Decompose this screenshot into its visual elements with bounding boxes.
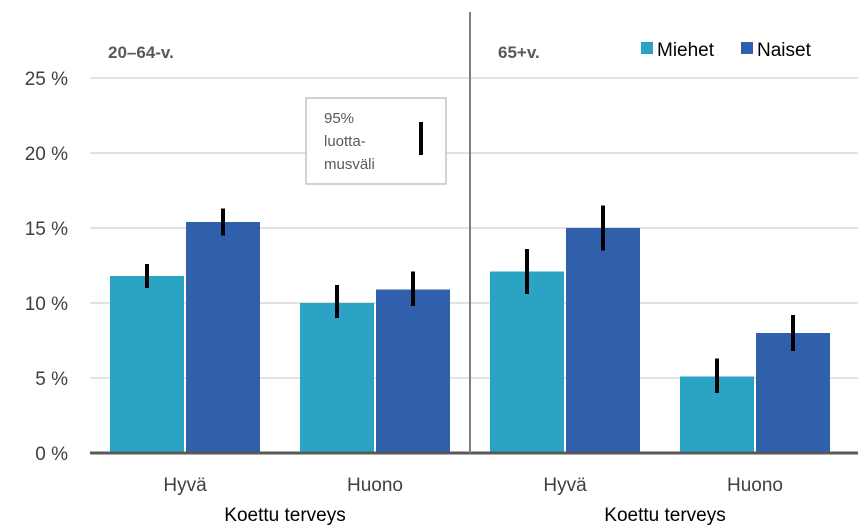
y-tick-label: 5 % bbox=[35, 369, 68, 390]
bar-naiset bbox=[376, 289, 450, 453]
legend-swatch-miehet bbox=[641, 42, 653, 54]
panel-title-right: 65+v. bbox=[498, 43, 540, 62]
x-axis-categories: Hyvä Huono Hyvä Huono bbox=[163, 475, 783, 496]
panel-title-left: 20–64-v. bbox=[108, 43, 174, 62]
legend: Miehet Naiset bbox=[641, 40, 812, 61]
ci-legend-box: 95% luotta- musväli bbox=[305, 97, 447, 185]
bar-naiset bbox=[566, 228, 640, 453]
y-axis-ticks: 0 % 5 % 10 % 15 % 20 % 25 % bbox=[25, 69, 68, 465]
y-tick-label: 25 % bbox=[25, 69, 68, 90]
y-tick-label: 20 % bbox=[25, 144, 68, 165]
x-category-label: Hyvä bbox=[163, 475, 207, 496]
bar-naiset bbox=[186, 222, 260, 453]
error-bars bbox=[145, 205, 795, 393]
y-tick-label: 15 % bbox=[25, 219, 68, 240]
bar-miehet bbox=[110, 276, 184, 453]
x-category-label: Huono bbox=[727, 475, 783, 496]
bars bbox=[110, 222, 830, 453]
x-axis-title-left: Koettu terveys bbox=[224, 505, 345, 526]
bar-naiset bbox=[756, 333, 830, 453]
legend-swatch-naiset bbox=[741, 42, 753, 54]
ci-legend-line-2: luotta- bbox=[324, 133, 366, 150]
x-category-label: Hyvä bbox=[543, 475, 587, 496]
ci-legend-line-1: 95% bbox=[324, 110, 354, 127]
axes bbox=[90, 12, 858, 455]
x-axis-title-right: Koettu terveys bbox=[604, 505, 725, 526]
y-tick-label: 10 % bbox=[25, 294, 68, 315]
x-category-label: Huono bbox=[347, 475, 403, 496]
bar-miehet bbox=[490, 271, 564, 453]
legend-label-miehet: Miehet bbox=[657, 40, 715, 61]
bar-miehet bbox=[300, 303, 374, 453]
y-tick-label: 0 % bbox=[35, 444, 68, 465]
ci-legend-line-3: musväli bbox=[324, 156, 375, 173]
legend-label-naiset: Naiset bbox=[757, 40, 812, 61]
